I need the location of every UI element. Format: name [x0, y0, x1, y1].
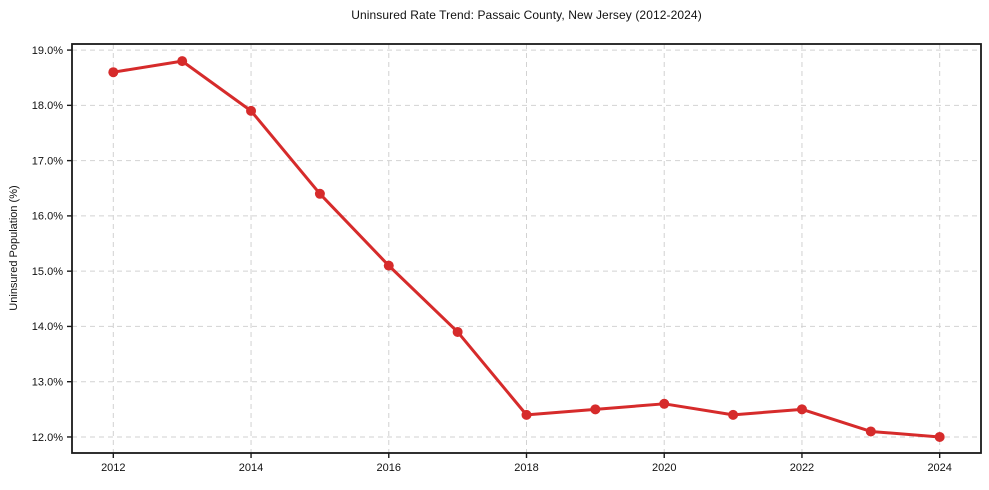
- y-tick-label: 18.0%: [32, 100, 63, 112]
- data-point-2017: [452, 326, 463, 337]
- data-point-2023: [865, 426, 876, 437]
- y-tick-label: 16.0%: [32, 211, 63, 223]
- data-point-2020: [659, 398, 670, 409]
- y-tick-label: 12.0%: [32, 432, 63, 444]
- y-tick-label: 19.0%: [32, 45, 63, 57]
- data-point-2012: [108, 67, 119, 78]
- data-point-2016: [383, 260, 394, 271]
- data-point-2018: [521, 409, 532, 420]
- x-tick-label: 2022: [790, 462, 814, 474]
- data-point-2019: [590, 404, 601, 415]
- y-tick-label: 15.0%: [32, 266, 63, 278]
- x-tick-label: 2012: [101, 462, 125, 474]
- x-tick-label: 2016: [377, 462, 401, 474]
- data-point-2021: [728, 409, 739, 420]
- x-tick-label: 2014: [239, 462, 263, 474]
- data-point-2024: [934, 431, 945, 442]
- y-tick-label: 14.0%: [32, 321, 63, 333]
- x-tick-label: 2024: [927, 462, 951, 474]
- y-tick-label: 17.0%: [32, 155, 63, 167]
- x-tick-label: 2020: [652, 462, 676, 474]
- data-point-2014: [246, 105, 257, 116]
- x-tick-label: 2018: [514, 462, 538, 474]
- data-point-2015: [314, 188, 325, 199]
- data-point-2022: [796, 404, 807, 415]
- y-tick-label: 13.0%: [32, 377, 63, 389]
- chart-title: Uninsured Rate Trend: Passaic County, Ne…: [351, 8, 702, 22]
- data-point-2013: [177, 56, 188, 67]
